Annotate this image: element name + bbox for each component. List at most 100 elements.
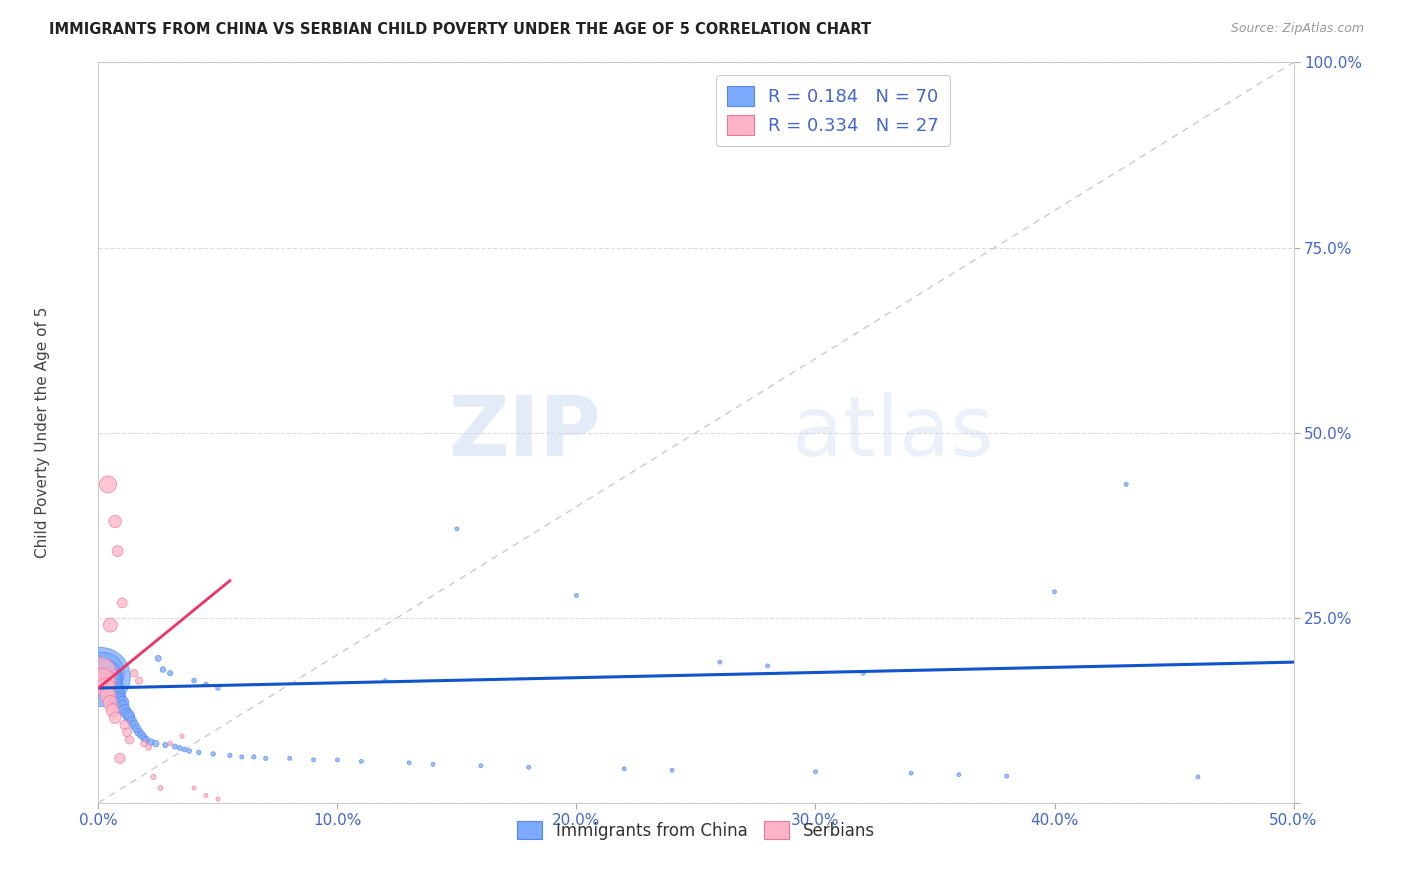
Point xyxy=(108,693,131,707)
Point xyxy=(107,692,129,706)
Text: atlas: atlas xyxy=(792,392,993,473)
Point xyxy=(121,714,143,729)
Point xyxy=(517,760,540,774)
Point xyxy=(219,748,242,763)
Point xyxy=(132,731,155,745)
Point xyxy=(470,758,492,772)
Point xyxy=(114,718,136,732)
Point xyxy=(124,666,146,681)
Point xyxy=(169,741,191,756)
Point xyxy=(97,673,120,688)
Point xyxy=(756,658,779,673)
Point xyxy=(179,744,201,758)
Point xyxy=(94,668,117,682)
Point xyxy=(173,742,195,756)
Point xyxy=(350,755,373,769)
Point xyxy=(132,737,155,751)
Point xyxy=(98,696,122,710)
Point xyxy=(104,515,127,529)
Point xyxy=(243,750,266,764)
Point xyxy=(195,677,218,691)
Point xyxy=(159,666,181,681)
Point xyxy=(104,683,127,698)
Point xyxy=(98,679,122,693)
Point xyxy=(183,780,205,795)
Point xyxy=(183,673,205,688)
Point xyxy=(422,757,444,772)
Point xyxy=(159,737,181,751)
Point xyxy=(207,792,229,806)
Point xyxy=(1115,477,1137,491)
Point xyxy=(398,756,420,770)
Point xyxy=(149,780,172,795)
Point xyxy=(104,711,127,725)
Point xyxy=(97,689,120,703)
Point xyxy=(1043,584,1066,599)
Point xyxy=(145,737,167,751)
Point xyxy=(90,670,112,684)
Point xyxy=(118,711,141,725)
Point xyxy=(1187,770,1209,784)
Point xyxy=(195,789,218,803)
Point xyxy=(107,689,129,703)
Point xyxy=(231,750,253,764)
Point xyxy=(326,753,349,767)
Point xyxy=(172,729,194,743)
Point xyxy=(111,696,134,710)
Point xyxy=(135,732,157,747)
Point xyxy=(128,725,150,739)
Point xyxy=(94,672,117,686)
Point xyxy=(107,544,129,558)
Point xyxy=(97,477,120,491)
Point xyxy=(446,522,468,536)
Point xyxy=(131,728,153,742)
Legend: Immigrants from China, Serbians: Immigrants from China, Serbians xyxy=(510,814,882,847)
Point xyxy=(111,699,134,714)
Point xyxy=(187,746,209,760)
Point xyxy=(207,681,229,695)
Point xyxy=(278,751,301,765)
Point xyxy=(118,708,141,723)
Point xyxy=(98,618,122,632)
Point xyxy=(254,751,277,765)
Point xyxy=(114,703,136,717)
Point xyxy=(900,766,922,780)
Point xyxy=(163,739,186,754)
Text: IMMIGRANTS FROM CHINA VS SERBIAN CHILD POVERTY UNDER THE AGE OF 5 CORRELATION CH: IMMIGRANTS FROM CHINA VS SERBIAN CHILD P… xyxy=(49,22,872,37)
Point xyxy=(125,722,148,736)
Point xyxy=(111,596,134,610)
Point xyxy=(118,732,141,747)
Point xyxy=(152,663,174,677)
Point xyxy=(565,589,588,603)
Text: ZIP: ZIP xyxy=(449,392,600,473)
Y-axis label: Child Poverty Under the Age of 5: Child Poverty Under the Age of 5 xyxy=(35,307,49,558)
Point xyxy=(101,703,124,717)
Point xyxy=(115,706,138,721)
Point xyxy=(948,767,970,781)
Point xyxy=(139,735,162,749)
Point xyxy=(91,673,114,688)
Point xyxy=(142,770,165,784)
Point xyxy=(98,676,122,690)
Point xyxy=(995,769,1018,783)
Point xyxy=(661,763,683,777)
Point xyxy=(101,681,124,695)
Text: Source: ZipAtlas.com: Source: ZipAtlas.com xyxy=(1230,22,1364,36)
Point xyxy=(94,681,117,695)
Point xyxy=(709,655,731,669)
Point xyxy=(101,685,124,699)
Point xyxy=(302,753,325,767)
Point xyxy=(138,740,160,755)
Point xyxy=(613,762,636,776)
Point xyxy=(128,673,150,688)
Point xyxy=(804,764,827,779)
Point xyxy=(90,666,112,681)
Point xyxy=(108,751,131,765)
Point xyxy=(104,686,127,700)
Point xyxy=(852,666,875,681)
Point xyxy=(115,725,138,739)
Point xyxy=(148,651,170,665)
Point xyxy=(124,718,146,732)
Point xyxy=(97,677,120,691)
Point xyxy=(91,666,114,681)
